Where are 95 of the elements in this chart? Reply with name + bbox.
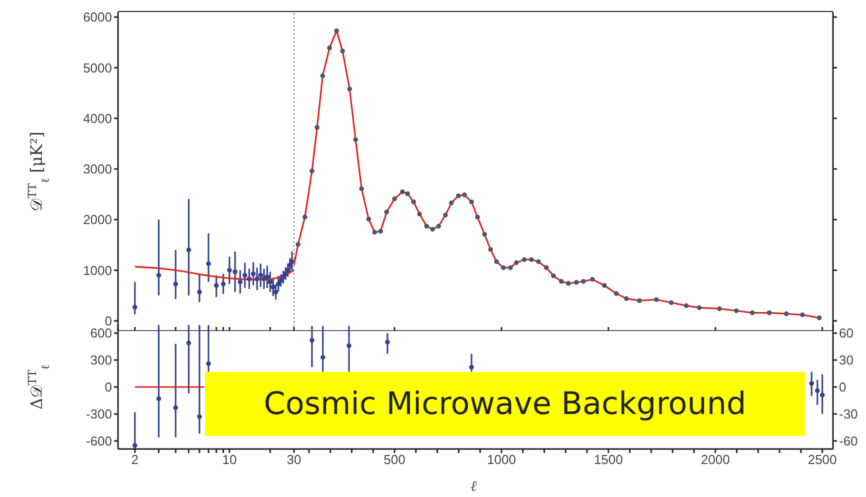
point <box>602 283 607 288</box>
point <box>494 259 499 264</box>
x-tick-label: 2500 <box>808 452 837 468</box>
point <box>411 199 416 204</box>
point <box>574 280 579 285</box>
x-tick-label: 500 <box>384 452 406 468</box>
y-tick-label: -60 <box>839 434 858 449</box>
point <box>766 310 772 316</box>
point <box>536 259 541 264</box>
y-tick-label: 0 <box>839 380 846 395</box>
point <box>551 273 556 278</box>
point <box>456 193 461 198</box>
y-tick-label: 1000 <box>83 262 112 278</box>
point <box>449 200 454 206</box>
point <box>514 260 519 266</box>
point <box>684 303 689 308</box>
y-tick-label: 60 <box>839 326 854 341</box>
point <box>296 242 300 247</box>
point <box>820 392 825 398</box>
point <box>558 278 564 284</box>
point <box>346 343 352 348</box>
point <box>462 192 467 198</box>
y-tick-label: 0 <box>104 380 112 395</box>
point <box>314 125 320 130</box>
point <box>614 291 619 296</box>
point <box>436 224 441 229</box>
point <box>580 278 586 284</box>
point <box>347 86 352 92</box>
y-tick-label: 0 <box>104 313 112 328</box>
point <box>717 306 722 312</box>
y-tick-label: 2000 <box>83 212 112 228</box>
point <box>637 298 642 304</box>
x-tick-label: 1000 <box>487 452 516 468</box>
point <box>372 230 378 235</box>
point <box>320 73 326 78</box>
point <box>508 265 513 270</box>
point <box>366 216 372 222</box>
point <box>378 228 384 234</box>
point <box>359 186 364 192</box>
point <box>668 300 674 306</box>
point <box>340 48 345 54</box>
x-tick-label: 10 <box>222 452 237 468</box>
point <box>469 199 474 204</box>
point <box>384 210 390 214</box>
x-tick-label: 2000 <box>700 452 730 468</box>
point <box>327 46 332 50</box>
point <box>654 297 659 302</box>
point <box>624 296 629 301</box>
point <box>400 189 405 194</box>
point <box>696 305 702 310</box>
point <box>809 381 814 386</box>
point <box>500 265 506 270</box>
text-box: Cosmic Microwave Background <box>205 372 805 436</box>
point <box>405 191 410 196</box>
y-tick-label: 6000 <box>83 10 112 25</box>
point <box>529 257 534 262</box>
point <box>750 310 755 316</box>
point <box>320 354 326 360</box>
point <box>814 388 820 393</box>
point <box>302 214 308 220</box>
point <box>482 232 487 237</box>
point <box>734 308 739 314</box>
y-tick-label: 3000 <box>83 162 112 177</box>
y-tick-label: -600 <box>86 434 112 449</box>
point <box>784 311 789 316</box>
point <box>385 340 390 344</box>
point <box>816 315 822 320</box>
y-tick-label: 300 <box>90 352 112 368</box>
point <box>353 137 358 142</box>
point <box>800 312 805 318</box>
point <box>522 257 527 262</box>
y-tick-label: 30 <box>839 352 854 368</box>
point <box>590 276 595 282</box>
y-tick-label: 5000 <box>83 60 112 76</box>
point <box>443 212 448 218</box>
point <box>392 196 397 202</box>
point <box>488 247 493 252</box>
y-tick-label: -300 <box>86 406 112 422</box>
x-tick-label: 1500 <box>594 452 623 468</box>
point <box>544 265 549 270</box>
point <box>469 364 474 370</box>
point <box>424 224 430 229</box>
x-tick-label: 2 <box>131 452 139 468</box>
point <box>475 214 480 220</box>
x-axis-title: ℓ <box>470 477 478 495</box>
point <box>430 226 435 232</box>
y-tick-label: -30 <box>839 406 858 422</box>
point <box>310 168 314 174</box>
point <box>334 28 339 34</box>
point <box>566 281 571 286</box>
point <box>417 212 422 216</box>
point <box>310 338 314 343</box>
y-tick-label: 4000 <box>83 110 112 126</box>
y-tick-label: 600 <box>90 326 112 341</box>
x-tick-label: 30 <box>286 452 302 468</box>
